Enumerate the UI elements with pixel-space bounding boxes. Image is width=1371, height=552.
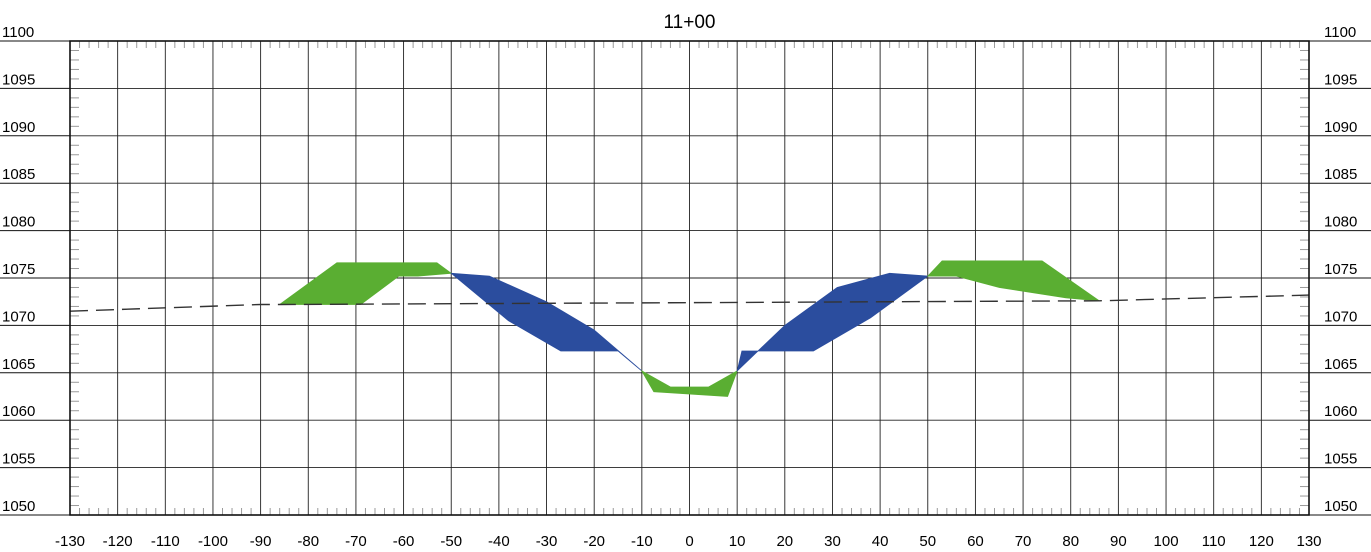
y-tick-label-left: 1065 — [2, 356, 35, 373]
y-axis-left-tick-labels: 1050 1055 1060 1065 1070 1075 1080 1085 1090 1095… — [0, 24, 70, 516]
y-tick-label-left: 1050 — [2, 498, 35, 515]
major-grid — [69, 40, 1310, 516]
x-tick-label: -100 — [198, 533, 228, 550]
x-tick-label: -50 — [440, 533, 462, 550]
x-tick-label: 20 — [776, 533, 793, 550]
x-tick-label: 40 — [872, 533, 889, 550]
x-tick-label: 80 — [1062, 533, 1079, 550]
x-tick-label: -40 — [488, 533, 510, 550]
x-tick-label: -80 — [297, 533, 319, 550]
x-tick-label: 50 — [919, 533, 936, 550]
y-axis-right-tick-labels: 1050 1055 1060 1065 1070 1075 1080 1085 1090 1095… — [1309, 24, 1371, 516]
y-tick-label-left: 1055 — [2, 451, 35, 468]
x-tick-label: -30 — [536, 533, 558, 550]
x-tick-label: 70 — [1015, 533, 1032, 550]
y-tick-label-left: 1075 — [2, 261, 35, 278]
x-tick-label: 130 — [1296, 533, 1321, 550]
x-tick-label: 10 — [729, 533, 746, 550]
x-tick-label: 120 — [1249, 533, 1274, 550]
fill-area-1 — [278, 262, 453, 305]
chart-title: 11+00 — [664, 12, 716, 33]
x-tick-label: -60 — [393, 533, 415, 550]
y-tick-label-right: 1095 — [1324, 71, 1357, 88]
x-tick-label: 30 — [824, 533, 841, 550]
x-tick-label: -90 — [250, 533, 272, 550]
y-tick-label-left: 1095 — [2, 71, 35, 88]
y-tick-label-right: 1060 — [1324, 403, 1357, 420]
y-tick-label-left: 1085 — [2, 166, 35, 183]
x-tick-label: 0 — [685, 533, 693, 550]
y-tick-label-right: 1050 — [1324, 498, 1357, 515]
y-tick-label-right: 1090 — [1324, 119, 1357, 136]
x-tick-label: 110 — [1202, 533, 1226, 550]
x-tick-label: 90 — [1110, 533, 1127, 550]
ground-line-layer — [69, 294, 1310, 312]
series-layer — [278, 260, 1101, 397]
y-tick-label-left: 1060 — [2, 403, 35, 420]
fill-area-5 — [926, 260, 1101, 302]
x-tick-label: -130 — [55, 533, 85, 550]
y-tick-label-left: 1070 — [2, 308, 35, 325]
x-tick-label: 100 — [1154, 533, 1179, 550]
y-tick-label-right: 1085 — [1324, 166, 1357, 183]
y-tick-label-right: 1100 — [1324, 24, 1356, 41]
y-tick-label-right: 1080 — [1324, 214, 1357, 231]
x-tick-label: 60 — [967, 533, 984, 550]
y-tick-label-right: 1075 — [1324, 261, 1357, 278]
existing-ground-line — [69, 294, 1310, 312]
cut-area-4 — [736, 272, 929, 373]
x-tick-label: -10 — [631, 533, 653, 550]
y-tick-label-right: 1055 — [1324, 451, 1357, 468]
y-tick-label-right: 1070 — [1324, 308, 1357, 325]
x-tick-label: -70 — [345, 533, 367, 550]
y-tick-label-right: 1065 — [1324, 356, 1357, 373]
x-tick-label: -110 — [151, 533, 180, 550]
y-tick-label-left: 1080 — [2, 214, 35, 231]
x-axis-tick-labels: -130 -120 -110 -100 -90 -80 -70 -60 -50 -40 -30 -20… — [55, 533, 1322, 550]
minor-grid — [70, 41, 1309, 515]
x-tick-label: -120 — [103, 533, 133, 550]
y-tick-label-left: 1100 — [2, 24, 34, 41]
y-tick-label-left: 1090 — [2, 119, 35, 136]
x-tick-label: -20 — [583, 533, 605, 550]
